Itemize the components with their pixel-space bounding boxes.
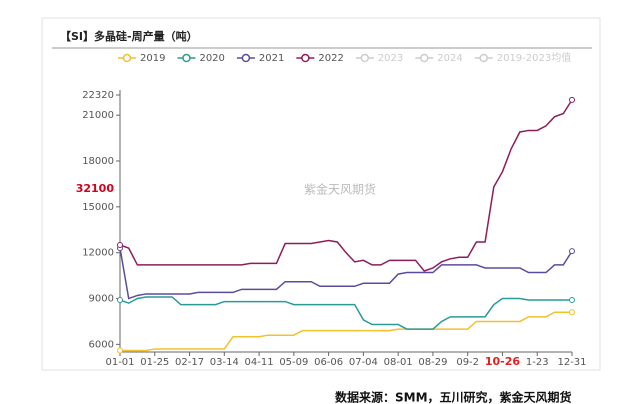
x-tick-label: 04-11 xyxy=(245,357,274,368)
legend-label: 2019-2023均值 xyxy=(497,51,572,64)
legend-dot xyxy=(420,53,429,63)
series-line xyxy=(119,99,573,272)
series-line xyxy=(119,247,573,300)
x-tick-label: 03-14 xyxy=(210,357,239,368)
source: 数据来源：SMM，五川研究，紫金天风期货 xyxy=(335,390,572,404)
y-tick-label: 6000 xyxy=(89,339,114,350)
chart-title: 【SI】多晶硅-周产量（吨） xyxy=(60,29,198,43)
point xyxy=(117,297,123,304)
legend-label: 2020 xyxy=(199,53,224,64)
x-tick-label: 06-06 xyxy=(314,357,343,368)
point xyxy=(569,309,575,316)
x-tick-label: 1-23 xyxy=(526,357,549,368)
legend-label: 2019 xyxy=(140,53,165,64)
x-tick-label: 01-25 xyxy=(140,357,169,368)
legend-label: 2023 xyxy=(378,53,403,64)
y-tick-label: 21000 xyxy=(82,110,114,121)
legend-dot xyxy=(479,53,488,63)
x-tick-label: 12-31 xyxy=(557,357,586,368)
point xyxy=(569,248,575,255)
watermark: 紫金天风期货 xyxy=(304,182,376,197)
x-tick-label: 08-29 xyxy=(418,357,447,368)
legend-label: 2021 xyxy=(259,53,284,64)
x-tick-label: 07-04 xyxy=(349,357,378,368)
series-line xyxy=(119,296,572,330)
x-tick-label: 08-01 xyxy=(384,357,413,368)
series-line xyxy=(120,311,572,352)
y-tick-label: 15000 xyxy=(82,202,114,213)
x-tick-label: 09-2 xyxy=(456,357,479,368)
point xyxy=(117,242,123,249)
x-tick-label: 05-09 xyxy=(279,357,308,368)
x-tick-label: 02-17 xyxy=(175,357,204,368)
y-tick-label: 12000 xyxy=(82,248,114,259)
legend-label: 2022 xyxy=(318,53,343,64)
chart-frame xyxy=(41,17,601,371)
annotation-box xyxy=(78,181,116,196)
annotation: 32100 xyxy=(76,182,115,195)
point xyxy=(569,96,575,103)
legend-dot xyxy=(241,53,251,63)
legend-dot xyxy=(122,53,132,63)
legend-dot xyxy=(301,53,310,63)
y-tick-label: 18000 xyxy=(82,156,114,167)
y-tick-label: 9000 xyxy=(89,294,114,305)
x-tick-label: 01-01 xyxy=(105,357,134,368)
x-tick-label: 10-26 xyxy=(485,355,521,368)
legend-label: 2024 xyxy=(437,53,462,64)
legend-dot xyxy=(360,53,370,63)
point xyxy=(117,347,123,354)
point xyxy=(569,297,575,304)
legend-dot xyxy=(182,53,191,63)
y-tick-label: 22320 xyxy=(82,90,114,101)
